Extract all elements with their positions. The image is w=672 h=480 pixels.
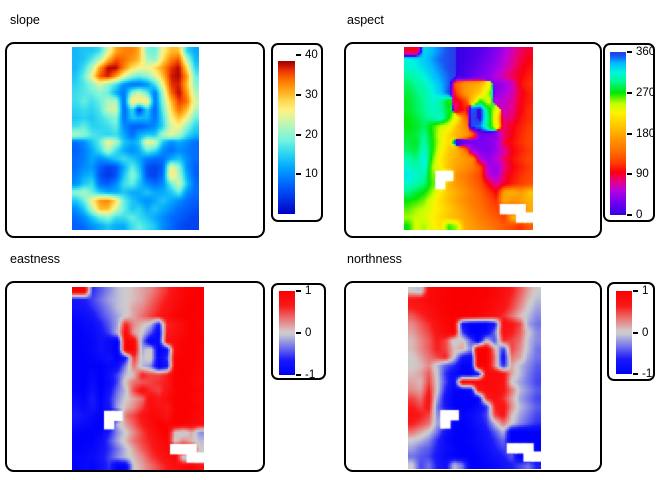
slope-legend-tick-mark	[296, 54, 301, 57]
eastness-legend-bar	[279, 291, 295, 375]
slope-legend-tick-mark	[296, 133, 301, 136]
eastness-legend-tick-mark	[296, 332, 301, 334]
aspect-legend-tick-label: 0	[636, 209, 643, 221]
slope-legend-tick-mark	[296, 93, 301, 96]
northness-legend-tick-mark	[633, 290, 638, 292]
aspect-legend-tick-mark	[627, 51, 632, 53]
slope-raster	[72, 47, 199, 230]
northness-legend-tick-label: -1	[642, 368, 653, 380]
northness-legend-tick-label: 0	[642, 326, 649, 339]
slope-legend-tick-label: 30	[305, 88, 318, 101]
aspect-legend-tick-mark	[627, 91, 632, 94]
slope-legend-tick-mark	[296, 173, 301, 176]
northness-legend-bar	[616, 291, 632, 374]
aspect-legend-tick-mark	[627, 173, 632, 176]
slope-title: slope	[10, 13, 40, 27]
slope-legend-bar	[278, 61, 295, 214]
aspect-legend-tick-label: 360	[636, 46, 656, 58]
slope-legend-tick-label: 20	[305, 128, 318, 141]
aspect-legend-bar	[610, 52, 626, 215]
aspect-legend-tick-label: 270	[636, 86, 656, 99]
aspect-legend-tick-mark	[627, 214, 632, 216]
northness-title: northness	[347, 252, 402, 266]
eastness-legend-tick-mark	[296, 374, 301, 376]
aspect-raster	[404, 47, 533, 230]
northness-raster	[408, 287, 541, 469]
aspect-legend-tick-mark	[627, 132, 632, 135]
eastness-title: eastness	[10, 252, 61, 266]
northness-legend-tick-mark	[633, 331, 638, 334]
eastness-legend-tick-mark	[296, 290, 301, 292]
northness-legend-tick-mark	[633, 373, 638, 375]
slope-legend-tick-label: 40	[305, 49, 318, 62]
eastness-legend-tick-label: 0	[305, 327, 312, 339]
eastness-legend-tick-label: -1	[305, 369, 316, 381]
aspect-legend-tick-label: 90	[636, 168, 649, 181]
aspect-legend-tick-label: 180	[636, 127, 656, 140]
northness-legend-tick-label: 1	[642, 285, 649, 297]
eastness-legend-tick-label: 1	[305, 285, 312, 297]
eastness-raster	[72, 287, 204, 470]
aspect-title: aspect	[347, 13, 384, 27]
slope-legend-tick-label: 10	[305, 168, 318, 181]
